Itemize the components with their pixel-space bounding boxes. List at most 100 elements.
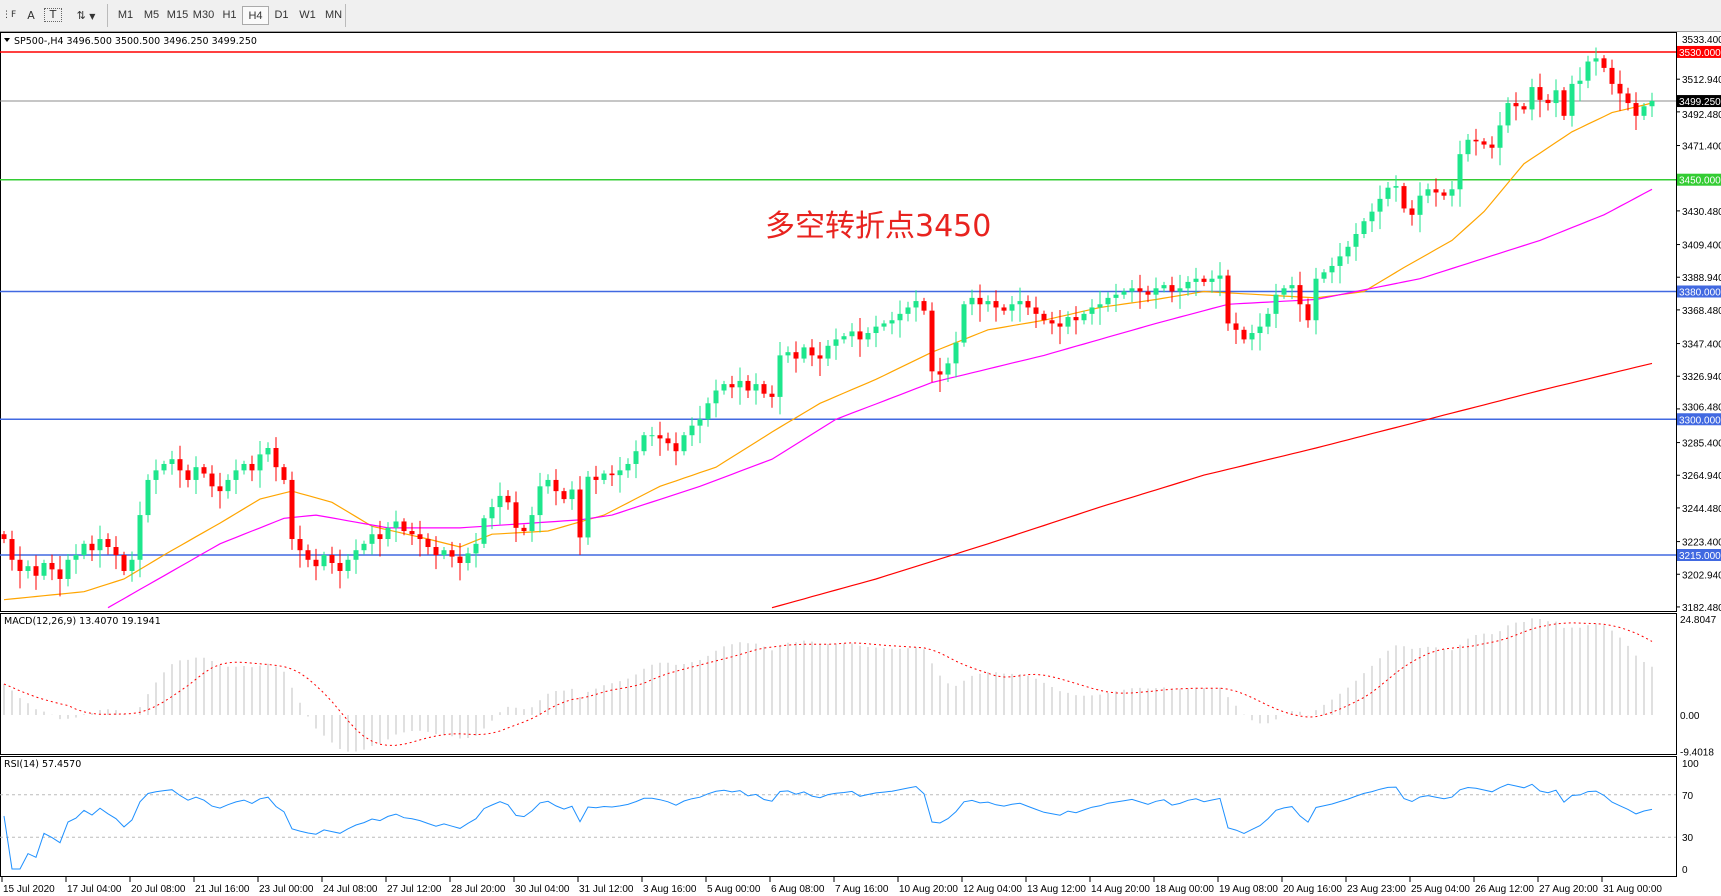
candle-body — [633, 451, 639, 464]
candle-body — [577, 489, 583, 538]
rsi-pane — [0, 783, 1676, 870]
candle-body — [1233, 323, 1239, 330]
candle — [9, 530, 15, 571]
candle-body — [985, 301, 991, 305]
candle — [1633, 92, 1639, 130]
candle — [977, 284, 983, 322]
timeframe-h1[interactable]: H1 — [222, 9, 237, 21]
candle — [1113, 283, 1119, 313]
candle-body — [1161, 285, 1167, 289]
candle — [481, 515, 487, 548]
candle-body — [1353, 234, 1359, 247]
candle — [1585, 55, 1591, 89]
candle-body — [1649, 101, 1655, 107]
candle — [289, 471, 295, 550]
candle — [241, 460, 247, 475]
candle-body — [337, 562, 343, 571]
candle-body — [889, 320, 895, 324]
candle-body — [1193, 278, 1199, 282]
candle-body — [1497, 125, 1503, 148]
candle-body — [193, 467, 199, 480]
candle-body — [393, 521, 399, 528]
candle — [1097, 290, 1103, 325]
candle-body — [1385, 187, 1391, 199]
timeframe-m5[interactable]: M5 — [143, 9, 160, 21]
candle — [809, 339, 815, 367]
price-tick-label: 3368.480 — [1682, 306, 1721, 317]
main-pane-frame — [0, 32, 1677, 612]
candle — [945, 357, 951, 383]
timeframe-h4[interactable]: H4 — [242, 6, 269, 25]
candle — [1385, 181, 1391, 207]
level-label: 3215.000 — [1679, 551, 1721, 562]
candle — [1161, 281, 1167, 293]
macd-label: MACD(12,26,9) 13.4070 19.1941 — [4, 616, 161, 627]
candle-body — [929, 310, 935, 372]
candle — [1473, 128, 1479, 156]
candle — [121, 551, 127, 576]
price-tick-label: 3492.480 — [1682, 110, 1721, 121]
candle-body — [505, 495, 511, 503]
candle-body — [1, 534, 7, 540]
candle-body — [1001, 307, 1007, 311]
timeframe-m15[interactable]: M15 — [166, 9, 189, 21]
candle — [761, 380, 767, 398]
rsi-tick-label: 0 — [1682, 865, 1688, 876]
candle-body — [553, 479, 559, 492]
candle — [785, 346, 791, 363]
candle-body — [1329, 265, 1335, 273]
candle-body — [617, 470, 623, 476]
candle — [193, 456, 199, 495]
grid-f-icon[interactable]: ⋮F — [2, 10, 17, 20]
time-label: 23 Aug 23:00 — [1347, 884, 1406, 895]
candle — [1025, 295, 1031, 315]
candle — [1401, 182, 1407, 213]
price-tick-label: 3471.400 — [1682, 142, 1721, 153]
timeframe-mn[interactable]: MN — [324, 9, 343, 21]
time-label: 15 Jul 2020 — [3, 884, 55, 895]
time-label: 28 Jul 20:00 — [451, 884, 506, 895]
candle — [937, 357, 943, 392]
candle — [1609, 59, 1615, 95]
timeframe-m30[interactable]: M30 — [192, 9, 215, 21]
text-label-icon[interactable]: T — [44, 8, 62, 22]
candle — [1545, 94, 1551, 111]
candle — [1081, 310, 1087, 325]
candle — [609, 465, 615, 486]
candle-body — [49, 562, 55, 570]
level-label: 3530.000 — [1679, 48, 1721, 59]
candle-body — [1097, 304, 1103, 308]
candle — [593, 465, 599, 495]
candle — [73, 544, 79, 574]
candle-body — [1057, 323, 1063, 327]
timeframe-d1[interactable]: D1 — [274, 9, 289, 21]
collapse-triangle-icon[interactable] — [4, 38, 10, 42]
arrows-icon[interactable]: ⇅ ▼ — [72, 6, 100, 25]
price-tick-label: 3512.940 — [1682, 75, 1721, 86]
price-tick-label: 3347.400 — [1682, 340, 1721, 351]
timeframe-w1[interactable]: W1 — [299, 9, 316, 21]
candle-body — [465, 553, 471, 563]
timeframe-m1[interactable]: M1 — [117, 9, 134, 21]
candle-body — [1169, 285, 1175, 292]
candle-body — [1529, 87, 1535, 110]
macd-pane-frame — [0, 613, 1677, 755]
candle — [1449, 180, 1455, 207]
candle-body — [793, 352, 799, 359]
candle — [329, 546, 335, 574]
candle — [1457, 140, 1463, 207]
candle-body — [769, 393, 775, 397]
candle-body — [217, 486, 223, 492]
candle — [969, 289, 975, 316]
candle — [1065, 311, 1071, 335]
candle-body — [1249, 333, 1255, 340]
text-a-icon[interactable]: A — [27, 9, 35, 22]
candle — [1313, 267, 1319, 335]
time-label: 3 Aug 16:00 — [643, 884, 697, 895]
candle — [1137, 274, 1143, 309]
candle-body — [65, 559, 71, 579]
candle-body — [1217, 275, 1223, 279]
candle-body — [609, 473, 615, 476]
candle-body — [417, 534, 423, 540]
